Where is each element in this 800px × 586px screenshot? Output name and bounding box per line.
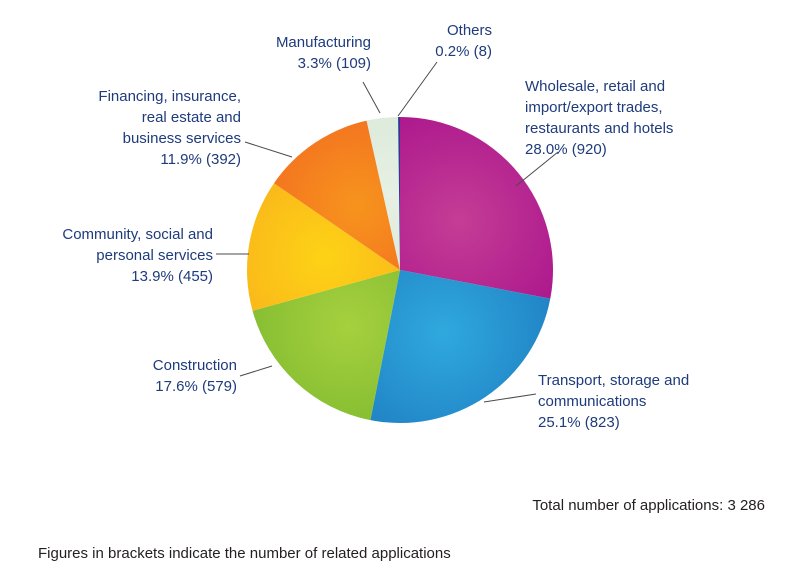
pie-slice-community: [247, 183, 400, 311]
label-value: 11.9% (392): [160, 151, 241, 168]
label-line: business services: [122, 130, 241, 147]
leader-line-manufacturing: [362, 81, 381, 114]
pie-slice-wholesale: [400, 117, 554, 299]
leader-line-financing: [244, 141, 293, 158]
label-line: Wholesale, retail and: [525, 78, 666, 95]
label-line: Transport, storage and: [538, 372, 690, 389]
label-wholesale: Wholesale, retail and import/export trad…: [525, 76, 673, 160]
label-construction: Construction 17.6% (579): [100, 355, 237, 397]
label-value: 28.0% (920): [525, 141, 607, 158]
pie-slice-others: [398, 117, 400, 270]
label-line: Financing, insurance,: [98, 88, 241, 105]
label-financing: Financing, insurance, real estate and bu…: [55, 86, 241, 170]
leader-line-transport: [483, 393, 537, 403]
pie-slice-manufacturing: [366, 117, 400, 270]
label-line: real estate and: [141, 109, 241, 126]
pie-slice-financing: [273, 120, 400, 270]
label-line: import/export trades,: [525, 99, 663, 116]
label-others: Others 0.2% (8): [400, 20, 492, 62]
label-line: restaurants and hotels: [525, 120, 674, 137]
label-value: 25.1% (823): [538, 414, 620, 431]
leader-line-others: [397, 61, 438, 117]
label-community: Community, social and personal services …: [20, 224, 213, 287]
pie-slice-transport: [370, 270, 551, 423]
leader-line-wholesale: [515, 151, 559, 187]
label-transport: Transport, storage and communications 25…: [538, 370, 689, 433]
label-value: 13.9% (455): [131, 268, 213, 285]
leader-line-construction: [239, 365, 273, 377]
label-manufacturing: Manufacturing 3.3% (109): [230, 32, 371, 74]
label-line: personal services: [96, 247, 213, 264]
label-value: 3.3% (109): [297, 55, 371, 72]
label-line: Community, social and: [62, 226, 213, 243]
label-line: Others: [446, 22, 492, 39]
label-value: 17.6% (579): [155, 378, 237, 395]
label-line: Construction: [152, 357, 237, 374]
label-line: communications: [538, 393, 647, 410]
pie-slice-construction: [252, 270, 400, 421]
label-line: Manufacturing: [275, 34, 371, 51]
total-applications: Total number of applications: 3 286: [532, 497, 765, 514]
label-value: 0.2% (8): [435, 43, 492, 60]
footnote: Figures in brackets indicate the number …: [38, 545, 451, 562]
